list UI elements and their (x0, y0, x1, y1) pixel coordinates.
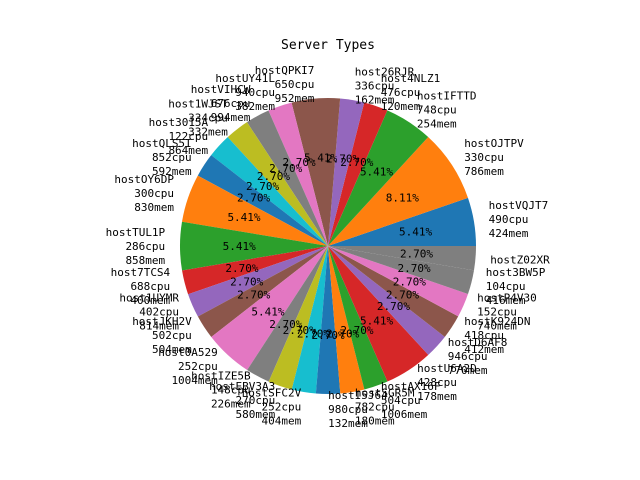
pie-percent-hostJKH2V: 2.70% (237, 289, 270, 302)
pie-slice-hostUY41L (268, 102, 328, 246)
pie-slice-hostOY6DP (182, 175, 328, 246)
pie-slice-hostOJTPV (328, 137, 468, 246)
pie-label-host7TCS4: host7TCS4 688cpu 400mem (111, 266, 171, 307)
pie-label-hostIZE5B: hostIZE5B 148cpu 226mem (191, 369, 251, 410)
pie-slice-host0A529 (211, 246, 328, 370)
pie-label-hostVIHCW: hostVIHCW 676cpu 994mem (191, 83, 251, 124)
pie-slice-hostSGR5M (328, 246, 365, 394)
pie-label-hostSGR5M: hostSGR5M 782cpu 180mem (355, 387, 415, 428)
pie-label-hostK924DN: hostK924DN 418cpu 412mem (464, 315, 530, 356)
pie-label-host0A529: host0A529 252cpu 1004mem (158, 346, 218, 387)
pie-percent-host1WJST: 2.70% (257, 170, 290, 183)
pie-slice-hostJKH2V (197, 246, 328, 337)
pie-label-hostP4V30: hostP4V30 152cpu 740mem (477, 291, 537, 332)
pie-slice-host1UYMR (188, 246, 328, 317)
pie-label-host1WJST: host1WJST 334cpu 332mem (168, 98, 228, 139)
pie-label-hostD6AF8: hostD6AF8 946cpu 770mem (448, 336, 508, 377)
pie-slice-labels: hostVQJT7 490cpu 424mem hostOJTPV 330cpu 786m… (106, 64, 551, 430)
pie-percent-labels: 5.41%8.11%5.41%2.70%2.70%5.41%2.70%2.70%… (223, 152, 434, 342)
pie-percent-hostIFTTD: 5.41% (360, 166, 393, 179)
pie-slice-host3BW5P (328, 246, 474, 295)
pie-percent-hostAX16F: 2.70% (340, 324, 373, 337)
pie-slice-hostVQJT7 (328, 197, 476, 246)
pie-percent-host3015A: 2.70% (246, 180, 279, 193)
pie-slice-hostEBV3A3 (268, 246, 328, 390)
pie-percent-hostQLS5I: 2.70% (237, 192, 270, 205)
pie-percent-host0A529: 5.41% (251, 305, 284, 318)
pie-percent-hostP4V30: 2.70% (393, 276, 426, 289)
pie-slice-hostSFC2V (291, 246, 328, 394)
pie-percent-host1UYMR: 2.70% (230, 276, 263, 289)
pie-slice-hostIZE5B (247, 246, 328, 382)
pie-slice-hostI5J64 (315, 246, 341, 394)
pie-slice-hostP4V30 (328, 246, 468, 317)
pie-slice-host26RJR (328, 98, 365, 246)
pie-label-hostU6A2D: hostU6A2D 428cpu 178mem (417, 362, 477, 403)
pie-slices (180, 98, 476, 394)
pie-percent-hostVIHCW: 2.70% (269, 162, 302, 175)
pie-percent-hostUY41L: 2.70% (283, 156, 316, 169)
pie-percent-hostK924DN: 2.70% (386, 289, 419, 302)
pie-label-hostOJTPV: hostOJTPV 330cpu 786mem (464, 137, 524, 178)
pie-label-hostUY41L: hostUY41L 940cpu 382mem (215, 72, 275, 113)
pie-slice-hostIFTTD (328, 110, 429, 246)
pie-label-hostQPKI7: hostQPKI7 650cpu 952mem (255, 64, 315, 105)
pie-label-hostIFTTD: hostIFTTD 748cpu 254mem (417, 90, 477, 131)
pie-slice-hostQPKI7 (291, 98, 341, 246)
pie-percent-hostIZE5B: 2.70% (269, 318, 302, 331)
pie-percent-host26RJR: 2.70% (326, 152, 359, 165)
pie-percent-hostQPKI7: 5.41% (304, 152, 337, 165)
pie-label-hostVQJT7: hostVQJT7 490cpu 424mem (489, 199, 549, 240)
pie-label-host1UYMR: host1UYMR 402cpu 814mem (119, 292, 179, 333)
pie-label-hostSFC2V: hostSFC2V 252cpu 404mem (242, 387, 302, 428)
pie-label-hostZ02XR: hostZ02XR (490, 253, 550, 266)
pie-slice-host3015A (211, 137, 328, 246)
pie-label-hostTUL1P: hostTUL1P 286cpu 858mem (106, 226, 166, 267)
pie-label-host26RJR: host26RJR 336cpu 162mem (355, 65, 415, 106)
pie-label-host3015A: host3015A 122cpu 864mem (149, 116, 209, 157)
pie-percent-hostZ02XR: 2.70% (400, 247, 433, 260)
pie-label-host3BW5P: host3BW5P 104cpu 416mem (486, 266, 546, 307)
pie-label-hostJKH2V: hostJKH2V 502cpu 504mem (132, 315, 192, 356)
pie-label-hostOY6DP: hostOY6DP 300cpu 830mem (114, 173, 174, 214)
pie-slice-hostU6A2D (328, 246, 429, 382)
pie-slice-hostZ02XR (328, 246, 476, 271)
pie-percent-hostD6AF8: 2.70% (377, 300, 410, 313)
pie-slice-hostD6AF8 (328, 246, 445, 355)
pie-slice-hostQLS5I (197, 155, 328, 246)
pie-percent-hostSGR5M: 2.70% (326, 328, 359, 341)
pie-percent-hostOY6DP: 5.41% (227, 211, 260, 224)
pie-slice-host1WJST (227, 122, 328, 246)
pie-percent-hostVQJT7: 5.41% (399, 225, 432, 238)
pie-percent-hostU6A2D: 5.41% (360, 314, 393, 327)
pie-slice-hostVIHCW (246, 110, 328, 247)
pie-slice-hostK924DN (328, 246, 459, 337)
pie-percent-hostSFC2V: 2.70% (297, 328, 330, 341)
pie-percent-hostI5J64: 2.70% (312, 329, 345, 342)
pie-slice-hostAX16F (328, 246, 388, 390)
pie-label-hostEBV3A3: hostEBV3A3 270cpu 580mem (209, 380, 276, 421)
pie-percent-hostTUL1P: 5.41% (223, 240, 256, 253)
pie-label-hostAX16F: hostAX16F 504cpu 1006mem (381, 380, 441, 421)
pie-percent-hostEBV3A3: 2.70% (283, 324, 316, 337)
pie-slice-hostTUL1P (180, 221, 328, 271)
pie-percent-host4NLZ1: 2.70% (340, 156, 373, 169)
pie-percent-host3BW5P: 2.70% (398, 262, 431, 275)
pie-slice-host7TCS4 (182, 246, 328, 295)
pie-label-host4NLZ1: host4NLZ1 476cpu 120mem (381, 72, 441, 113)
chart-title: Server Types (281, 38, 375, 53)
pie-label-hostI5J64: hostI5J64 980cpu 132mem (328, 389, 388, 430)
pie-percent-host7TCS4: 2.70% (225, 262, 258, 275)
pie-percent-hostOJTPV: 8.11% (386, 191, 419, 204)
pie-label-hostQLS5I: hostQLS5I 852cpu 592mem (132, 137, 192, 178)
pie-slice-host4NLZ1 (328, 102, 388, 246)
